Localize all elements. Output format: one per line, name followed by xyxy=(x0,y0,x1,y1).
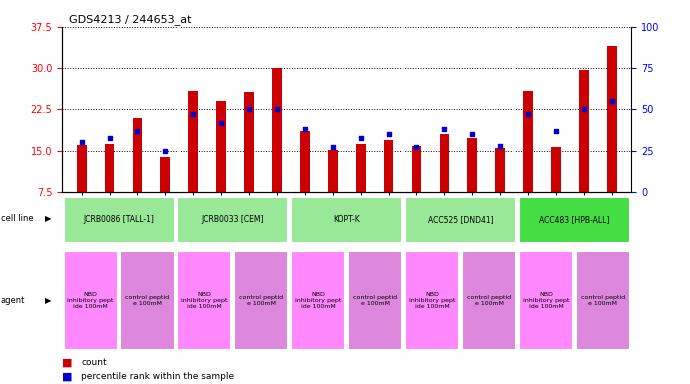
Point xyxy=(522,111,533,118)
Text: control peptid
e 100mM: control peptid e 100mM xyxy=(239,295,284,306)
Bar xyxy=(579,70,589,192)
Text: control peptid
e 100mM: control peptid e 100mM xyxy=(467,295,511,306)
Text: count: count xyxy=(81,358,107,367)
Bar xyxy=(177,197,288,243)
Bar xyxy=(607,46,617,192)
Point xyxy=(271,106,282,113)
Bar xyxy=(161,157,170,192)
Bar xyxy=(551,147,561,192)
Bar xyxy=(244,93,254,192)
Text: control peptid
e 100mM: control peptid e 100mM xyxy=(126,295,170,306)
Bar xyxy=(132,118,142,192)
Bar xyxy=(467,137,477,192)
Bar xyxy=(462,251,516,350)
Text: NBD
inhibitory pept
ide 100mM: NBD inhibitory pept ide 100mM xyxy=(68,292,114,309)
Text: percentile rank within the sample: percentile rank within the sample xyxy=(81,372,235,381)
Text: JCRB0033 [CEM]: JCRB0033 [CEM] xyxy=(201,215,264,224)
Text: cell line: cell line xyxy=(1,214,33,223)
Bar xyxy=(356,144,366,192)
Bar xyxy=(291,197,402,243)
Text: ACC483 [HPB-ALL]: ACC483 [HPB-ALL] xyxy=(540,215,609,224)
Bar xyxy=(412,146,422,192)
Point xyxy=(383,131,394,137)
Text: GDS4213 / 244653_at: GDS4213 / 244653_at xyxy=(69,14,192,25)
Text: control peptid
e 100mM: control peptid e 100mM xyxy=(353,295,397,306)
Text: ■: ■ xyxy=(62,358,72,368)
Bar xyxy=(348,251,402,350)
Bar xyxy=(328,150,337,192)
Point xyxy=(495,143,506,149)
Bar xyxy=(121,251,175,350)
Point xyxy=(578,106,589,113)
Point xyxy=(411,144,422,151)
Text: KOPT-K: KOPT-K xyxy=(333,215,360,224)
Bar xyxy=(105,144,115,192)
Text: ▶: ▶ xyxy=(45,296,51,305)
Point xyxy=(160,148,171,154)
Point xyxy=(244,106,255,113)
Bar xyxy=(384,140,393,192)
Point xyxy=(216,119,227,126)
Point xyxy=(551,128,562,134)
Bar xyxy=(300,131,310,192)
Text: NBD
inhibitory pept
ide 100mM: NBD inhibitory pept ide 100mM xyxy=(409,292,455,309)
Bar xyxy=(440,134,449,192)
Text: agent: agent xyxy=(1,296,25,305)
Text: NBD
inhibitory pept
ide 100mM: NBD inhibitory pept ide 100mM xyxy=(295,292,342,309)
Bar xyxy=(272,68,282,192)
Point xyxy=(327,144,338,151)
Point xyxy=(466,131,477,137)
Bar xyxy=(77,145,86,192)
Text: control peptid
e 100mM: control peptid e 100mM xyxy=(581,295,625,306)
Text: ▶: ▶ xyxy=(45,214,51,223)
Point xyxy=(439,126,450,132)
Bar xyxy=(216,101,226,192)
Text: NBD
inhibitory pept
ide 100mM: NBD inhibitory pept ide 100mM xyxy=(523,292,569,309)
Point xyxy=(607,98,618,104)
Bar xyxy=(519,197,630,243)
Text: JCRB0086 [TALL-1]: JCRB0086 [TALL-1] xyxy=(83,215,155,224)
Bar xyxy=(519,251,573,350)
Bar xyxy=(188,91,198,192)
Point xyxy=(355,134,366,141)
Bar xyxy=(495,148,505,192)
Text: ■: ■ xyxy=(62,371,72,381)
Bar xyxy=(576,251,630,350)
Bar xyxy=(235,251,288,350)
Point xyxy=(188,111,199,118)
Point xyxy=(76,139,87,146)
Bar xyxy=(177,251,231,350)
Text: ACC525 [DND41]: ACC525 [DND41] xyxy=(428,215,493,224)
Point xyxy=(132,128,143,134)
Bar xyxy=(63,251,117,350)
Point xyxy=(299,126,310,132)
Text: NBD
inhibitory pept
ide 100mM: NBD inhibitory pept ide 100mM xyxy=(181,292,228,309)
Bar xyxy=(405,197,516,243)
Bar xyxy=(63,197,175,243)
Bar xyxy=(523,91,533,192)
Point xyxy=(104,134,115,141)
Bar xyxy=(291,251,345,350)
Bar xyxy=(405,251,459,350)
